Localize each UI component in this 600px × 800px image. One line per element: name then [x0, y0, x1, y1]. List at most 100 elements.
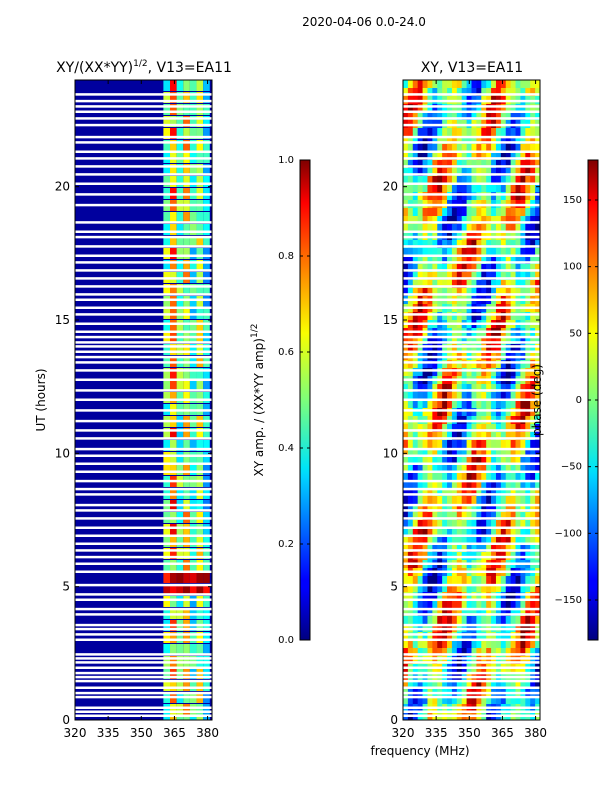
right-heatmap-cell	[422, 640, 428, 649]
left-heatmap-cell	[189, 392, 197, 403]
left-heatmap-cell	[163, 248, 171, 259]
right-heatmap-cell	[403, 608, 409, 617]
left-flagged-row	[75, 503, 212, 507]
right-heatmap-cell	[510, 648, 516, 657]
right-heatmap-cell	[491, 80, 497, 89]
right-heatmap-cell	[500, 448, 507, 457]
left-flagged-row	[75, 389, 212, 392]
right-heatmap-cell	[437, 312, 443, 321]
left-heatmap-cell	[196, 236, 204, 247]
right-heatmap-cell	[520, 240, 526, 249]
right-heatmap-cell	[456, 312, 463, 321]
right-heatmap-cell	[466, 112, 472, 121]
right-heatmap-cell	[427, 440, 433, 449]
left-heatmap-cell	[183, 464, 190, 475]
right-heatmap-cell	[422, 576, 428, 585]
right-heatmap-cell	[476, 360, 482, 369]
right-heatmap-cell	[515, 144, 521, 153]
right-flagged-row	[403, 105, 540, 108]
right-heatmap-cell	[481, 192, 487, 201]
right-heatmap-cell	[412, 240, 419, 249]
right-heatmap-cell	[437, 208, 443, 217]
right-heatmap-cell	[535, 272, 540, 281]
right-heatmap-cell	[535, 88, 540, 97]
left-heatmap-cell	[189, 644, 197, 655]
right-heatmap-cell	[476, 288, 482, 297]
right-heatmap-cell	[510, 152, 516, 161]
right-heatmap-cell	[437, 592, 443, 601]
right-heatmap-cell	[535, 536, 540, 545]
right-heatmap-cell	[535, 464, 540, 473]
right-heatmap-cell	[505, 272, 512, 281]
right-heatmap-cell	[510, 464, 516, 473]
right-heatmap-cell	[486, 464, 492, 473]
right-heatmap-cell	[412, 696, 419, 705]
right-heatmap-cell	[432, 600, 438, 609]
right-heatmap-cell	[476, 472, 482, 481]
left-heatmap-cell	[163, 464, 171, 475]
right-heatmap-cell	[427, 248, 433, 257]
right-heatmap-cell	[515, 680, 521, 689]
left-heatmap-cell	[163, 392, 171, 403]
right-heatmap-cell	[515, 128, 521, 137]
right-heatmap-cell	[510, 616, 516, 625]
left-flagged-row	[75, 193, 212, 196]
right-flagged-row	[403, 313, 540, 316]
right-heatmap-cell	[505, 208, 512, 217]
right-heatmap-cell	[530, 424, 536, 433]
left-heatmap-cell	[170, 440, 177, 451]
left-heatmap-cell	[189, 140, 197, 151]
right-heatmap-cell	[530, 168, 536, 177]
right-heatmap-cell	[442, 384, 448, 393]
right-heatmap-cell	[481, 616, 487, 625]
right-heatmap-cell	[505, 520, 512, 529]
right-heatmap-cell	[500, 344, 507, 353]
right-heatmap-cell	[451, 80, 458, 89]
right-flagged-row	[403, 462, 540, 465]
right-heatmap-cell	[476, 176, 482, 185]
right-flagged-row	[403, 526, 540, 529]
right-heatmap-cell	[476, 80, 482, 89]
right-heatmap-cell	[422, 360, 428, 369]
right-heatmap-cell	[505, 632, 512, 641]
right-heatmap-cell	[486, 504, 492, 513]
right-heatmap-cell	[535, 528, 540, 537]
right-heatmap-cell	[447, 312, 453, 321]
right-plot-frame	[402, 79, 541, 721]
left-heatmap-cell	[196, 164, 204, 175]
right-heatmap-cell	[437, 184, 443, 193]
left-heatmap-cell	[163, 176, 171, 187]
right-heatmap-cell	[476, 616, 482, 625]
right-heatmap-cell	[535, 264, 540, 273]
left-xtick-label: 350	[130, 726, 153, 740]
right-heatmap-cell	[422, 168, 428, 177]
left-heatmap	[75, 80, 212, 720]
left-heatmap-cell	[176, 344, 184, 355]
right-heatmap-cell	[407, 112, 414, 121]
right-heatmap-cell	[403, 128, 409, 137]
right-flagged-row	[403, 245, 540, 248]
right-heatmap-cell	[427, 256, 433, 265]
right-heatmap-cell	[412, 344, 419, 353]
right-heatmap-cell	[481, 256, 487, 265]
right-heatmap-cell	[466, 544, 472, 553]
right-heatmap-cell	[530, 608, 536, 617]
right-heatmap-cell	[427, 472, 433, 481]
right-heatmap-cell	[530, 264, 536, 273]
right-xlabel: frequency (MHz)	[370, 744, 469, 758]
right-heatmap-cell	[471, 80, 477, 89]
right-heatmap-cell	[515, 344, 521, 353]
right-colorbar-label: phase (deg)	[530, 364, 544, 436]
right-heatmap-cell	[491, 448, 497, 457]
left-heatmap-cell	[176, 548, 184, 559]
left-flagged-row	[75, 293, 212, 296]
right-heatmap-cell	[427, 608, 433, 617]
right-heatmap-cell	[481, 88, 487, 97]
left-heatmap-cell	[196, 632, 204, 643]
right-heatmap-cell	[530, 592, 536, 601]
left-flagged-row	[75, 686, 212, 689]
right-flagged-row	[403, 714, 540, 717]
right-heatmap-cell	[442, 264, 448, 273]
right-heatmap-cell	[476, 480, 482, 489]
